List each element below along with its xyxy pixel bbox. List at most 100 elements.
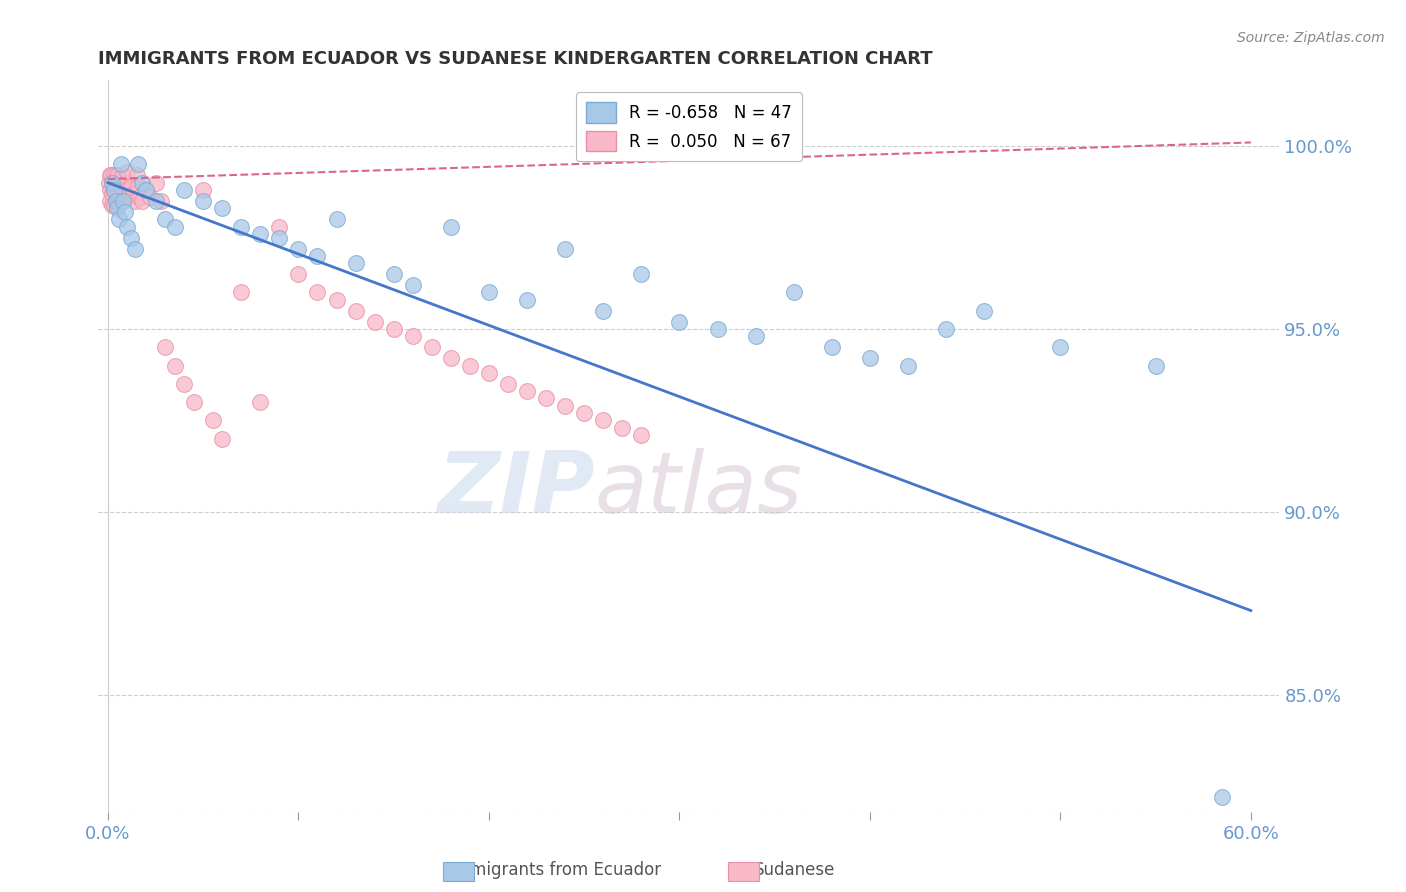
- Point: [344, 303, 367, 318]
- Point: [104, 172, 127, 186]
- Point: [124, 194, 146, 208]
- Point: [534, 392, 557, 406]
- Point: [104, 194, 127, 208]
- Text: atlas: atlas: [595, 449, 803, 532]
- Point: [100, 169, 122, 183]
- Point: [440, 351, 463, 366]
- Point: [114, 205, 136, 219]
- Text: Sudanese: Sudanese: [754, 861, 835, 879]
- Point: [269, 230, 291, 244]
- Point: [458, 359, 481, 373]
- Point: [110, 194, 132, 208]
- Point: [612, 420, 634, 434]
- Point: [821, 340, 844, 354]
- Point: [1049, 340, 1071, 354]
- Point: [287, 242, 309, 256]
- Point: [97, 176, 120, 190]
- Point: [98, 194, 121, 208]
- Point: [103, 169, 125, 183]
- Point: [127, 179, 149, 194]
- Point: [478, 366, 501, 380]
- Point: [100, 176, 122, 190]
- Text: Source: ZipAtlas.com: Source: ZipAtlas.com: [1237, 31, 1385, 45]
- Point: [100, 176, 122, 190]
- Point: [516, 293, 538, 307]
- Point: [103, 183, 125, 197]
- Point: [420, 340, 443, 354]
- Point: [344, 256, 367, 270]
- Point: [592, 303, 614, 318]
- Point: [107, 197, 129, 211]
- Point: [402, 278, 425, 293]
- Point: [115, 183, 138, 197]
- Point: [897, 359, 920, 373]
- Point: [163, 359, 186, 373]
- Point: [153, 340, 176, 354]
- Point: [124, 242, 146, 256]
- Point: [114, 190, 136, 204]
- Point: [135, 183, 157, 197]
- Point: [108, 176, 131, 190]
- Point: [127, 157, 149, 171]
- Point: [110, 157, 132, 171]
- Point: [108, 212, 131, 227]
- Point: [115, 164, 138, 178]
- Point: [145, 194, 167, 208]
- Point: [1144, 359, 1167, 373]
- Point: [139, 190, 162, 204]
- Point: [307, 249, 329, 263]
- Text: IMMIGRANTS FROM ECUADOR VS SUDANESE KINDERGARTEN CORRELATION CHART: IMMIGRANTS FROM ECUADOR VS SUDANESE KIND…: [98, 50, 934, 68]
- Legend: R = -0.658   N = 47, R =  0.050   N = 67: R = -0.658 N = 47, R = 0.050 N = 67: [576, 92, 801, 161]
- Point: [973, 303, 995, 318]
- Point: [440, 219, 463, 234]
- Point: [249, 395, 271, 409]
- Point: [287, 267, 309, 281]
- Point: [496, 376, 519, 391]
- Text: ZIP: ZIP: [437, 449, 595, 532]
- Point: [668, 315, 690, 329]
- Point: [325, 212, 347, 227]
- Point: [173, 376, 195, 391]
- Point: [592, 413, 614, 427]
- Point: [382, 267, 405, 281]
- Point: [98, 169, 121, 183]
- Point: [211, 432, 233, 446]
- Point: [131, 194, 153, 208]
- Point: [193, 194, 215, 208]
- Point: [100, 197, 122, 211]
- Point: [110, 179, 132, 194]
- Point: [307, 285, 329, 300]
- Point: [131, 176, 153, 190]
- Point: [478, 285, 501, 300]
- Point: [118, 190, 141, 204]
- Point: [150, 194, 173, 208]
- Point: [183, 395, 205, 409]
- Point: [98, 183, 121, 197]
- Point: [129, 190, 152, 204]
- Point: [125, 169, 148, 183]
- Point: [382, 322, 405, 336]
- Point: [103, 197, 125, 211]
- Point: [744, 329, 766, 343]
- Point: [107, 183, 129, 197]
- Point: [135, 183, 157, 197]
- Point: [108, 190, 131, 204]
- Point: [115, 219, 138, 234]
- Point: [120, 179, 142, 194]
- Text: Immigrants from Ecuador: Immigrants from Ecuador: [450, 861, 661, 879]
- Point: [935, 322, 957, 336]
- Point: [211, 201, 233, 215]
- Point: [630, 267, 652, 281]
- Point: [859, 351, 882, 366]
- Point: [402, 329, 425, 343]
- Point: [173, 183, 195, 197]
- Point: [201, 413, 224, 427]
- Point: [193, 183, 215, 197]
- Point: [630, 428, 652, 442]
- Point: [103, 183, 125, 197]
- Point: [572, 406, 595, 420]
- Point: [120, 230, 142, 244]
- Point: [554, 242, 576, 256]
- Point: [100, 186, 122, 201]
- Point: [783, 285, 806, 300]
